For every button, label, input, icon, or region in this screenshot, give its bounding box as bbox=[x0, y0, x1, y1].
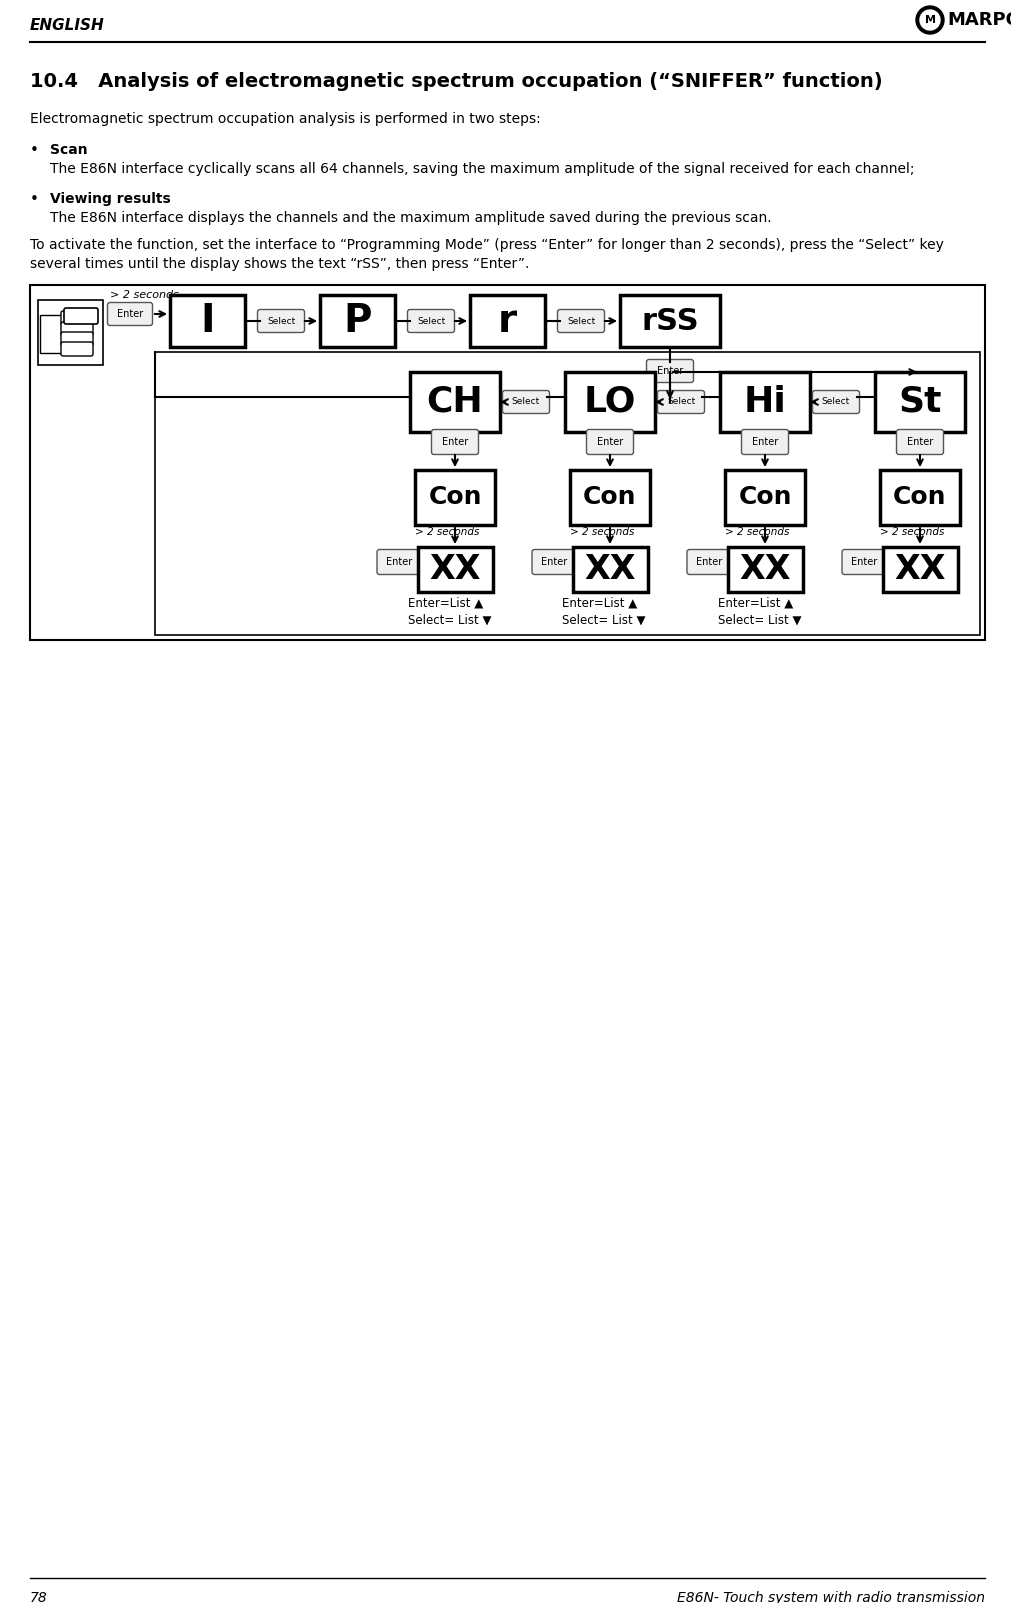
Circle shape bbox=[916, 6, 944, 34]
Bar bbox=[572, 547, 647, 592]
FancyBboxPatch shape bbox=[61, 341, 93, 356]
Bar bbox=[40, 316, 75, 353]
FancyBboxPatch shape bbox=[557, 309, 605, 332]
FancyBboxPatch shape bbox=[532, 550, 577, 574]
FancyBboxPatch shape bbox=[813, 391, 859, 414]
Text: Enter: Enter bbox=[117, 309, 144, 319]
Text: Enter=List ▲
Select= List ▼: Enter=List ▲ Select= List ▼ bbox=[718, 596, 801, 627]
Text: Select: Select bbox=[667, 398, 696, 407]
Text: P: P bbox=[344, 301, 372, 340]
Text: Con: Con bbox=[738, 486, 792, 510]
FancyBboxPatch shape bbox=[646, 359, 694, 383]
Text: XX: XX bbox=[584, 553, 636, 587]
Text: Enter: Enter bbox=[851, 556, 878, 567]
Text: CH: CH bbox=[427, 385, 483, 418]
Bar bbox=[170, 295, 245, 346]
Text: 78: 78 bbox=[30, 1592, 48, 1603]
FancyBboxPatch shape bbox=[897, 430, 943, 455]
FancyBboxPatch shape bbox=[502, 391, 550, 414]
Bar bbox=[728, 547, 803, 592]
Text: > 2 seconds: > 2 seconds bbox=[725, 527, 790, 537]
Text: XX: XX bbox=[739, 553, 791, 587]
FancyBboxPatch shape bbox=[842, 550, 887, 574]
Text: Enter: Enter bbox=[697, 556, 723, 567]
Text: Enter: Enter bbox=[752, 438, 778, 447]
Text: 10.4   Analysis of electromagnetic spectrum occupation (“SNIFFER” function): 10.4 Analysis of electromagnetic spectru… bbox=[30, 72, 883, 91]
Bar bbox=[155, 353, 980, 635]
Bar bbox=[418, 547, 492, 592]
Bar bbox=[30, 285, 985, 640]
Circle shape bbox=[920, 10, 940, 30]
Text: r: r bbox=[498, 301, 517, 340]
Text: Select: Select bbox=[267, 316, 295, 325]
Text: Hi: Hi bbox=[744, 385, 787, 418]
FancyBboxPatch shape bbox=[741, 430, 789, 455]
FancyBboxPatch shape bbox=[258, 309, 304, 332]
Text: Viewing results: Viewing results bbox=[50, 192, 171, 207]
Text: M: M bbox=[924, 14, 935, 26]
Text: Enter: Enter bbox=[541, 556, 567, 567]
Bar bbox=[725, 470, 805, 526]
Bar bbox=[320, 295, 395, 346]
Bar bbox=[470, 295, 545, 346]
Text: Scan: Scan bbox=[50, 143, 88, 157]
FancyBboxPatch shape bbox=[432, 430, 478, 455]
Text: Con: Con bbox=[583, 486, 637, 510]
FancyBboxPatch shape bbox=[64, 308, 98, 324]
Text: Electromagnetic spectrum occupation analysis is performed in two steps:: Electromagnetic spectrum occupation anal… bbox=[30, 112, 541, 127]
Bar bbox=[410, 372, 500, 431]
Text: I: I bbox=[200, 301, 214, 340]
Bar bbox=[415, 470, 495, 526]
Text: XX: XX bbox=[895, 553, 945, 587]
Text: Enter: Enter bbox=[657, 365, 683, 377]
Text: St: St bbox=[898, 385, 942, 418]
Text: Select: Select bbox=[417, 316, 445, 325]
Text: Enter=List ▲
Select= List ▼: Enter=List ▲ Select= List ▼ bbox=[407, 596, 491, 627]
Text: rSS: rSS bbox=[641, 306, 699, 335]
FancyBboxPatch shape bbox=[407, 309, 455, 332]
Bar bbox=[620, 295, 720, 346]
Bar bbox=[880, 470, 960, 526]
Text: > 2 seconds: > 2 seconds bbox=[415, 527, 479, 537]
Text: > 2 seconds: > 2 seconds bbox=[110, 290, 179, 300]
Text: MARPOSS: MARPOSS bbox=[947, 11, 1011, 29]
FancyBboxPatch shape bbox=[377, 550, 422, 574]
Text: •: • bbox=[30, 192, 38, 207]
Text: > 2 seconds: > 2 seconds bbox=[880, 527, 944, 537]
Bar bbox=[720, 372, 810, 431]
FancyBboxPatch shape bbox=[657, 391, 705, 414]
Text: Select: Select bbox=[822, 398, 850, 407]
FancyBboxPatch shape bbox=[61, 332, 93, 346]
Text: The E86N interface cyclically scans all 64 channels, saving the maximum amplitud: The E86N interface cyclically scans all … bbox=[50, 162, 915, 176]
Text: The E86N interface displays the channels and the maximum amplitude saved during : The E86N interface displays the channels… bbox=[50, 212, 771, 224]
Text: To activate the function, set the interface to “Programming Mode” (press “Enter”: To activate the function, set the interf… bbox=[30, 237, 944, 252]
FancyBboxPatch shape bbox=[586, 430, 634, 455]
Text: Select: Select bbox=[567, 316, 595, 325]
Text: Enter: Enter bbox=[596, 438, 623, 447]
Bar bbox=[565, 372, 655, 431]
Bar bbox=[875, 372, 966, 431]
Bar bbox=[883, 547, 957, 592]
Text: Con: Con bbox=[429, 486, 482, 510]
Text: Enter=List ▲
Select= List ▼: Enter=List ▲ Select= List ▼ bbox=[562, 596, 646, 627]
FancyBboxPatch shape bbox=[61, 322, 93, 337]
Text: several times until the display shows the text “rSS”, then press “Enter”.: several times until the display shows th… bbox=[30, 256, 530, 271]
FancyBboxPatch shape bbox=[107, 303, 153, 325]
Bar bbox=[38, 300, 103, 365]
Bar bbox=[570, 470, 650, 526]
Text: •: • bbox=[30, 143, 38, 159]
Text: Select: Select bbox=[512, 398, 540, 407]
Text: ENGLISH: ENGLISH bbox=[30, 18, 105, 32]
Text: > 2 seconds: > 2 seconds bbox=[570, 527, 634, 537]
Text: Enter: Enter bbox=[907, 438, 933, 447]
FancyBboxPatch shape bbox=[61, 311, 93, 325]
Text: E86N- Touch system with radio transmission: E86N- Touch system with radio transmissi… bbox=[677, 1592, 985, 1603]
Text: LO: LO bbox=[583, 385, 636, 418]
Text: Con: Con bbox=[894, 486, 946, 510]
Text: XX: XX bbox=[430, 553, 481, 587]
Text: Enter: Enter bbox=[442, 438, 468, 447]
Text: Enter: Enter bbox=[386, 556, 412, 567]
FancyBboxPatch shape bbox=[687, 550, 732, 574]
